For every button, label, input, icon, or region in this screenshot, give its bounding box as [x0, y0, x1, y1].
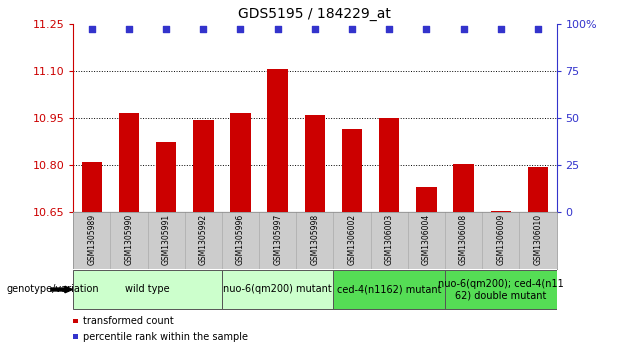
Text: GSM1305998: GSM1305998 [310, 214, 319, 265]
Point [347, 26, 357, 32]
Text: GSM1305996: GSM1305996 [236, 214, 245, 265]
FancyBboxPatch shape [333, 270, 445, 309]
Bar [119, 113, 139, 212]
Text: GSM1305997: GSM1305997 [273, 214, 282, 265]
Text: ced-4(n1162) mutant: ced-4(n1162) mutant [337, 285, 441, 294]
Text: GSM1306002: GSM1306002 [347, 214, 357, 265]
Title: GDS5195 / 184229_at: GDS5195 / 184229_at [238, 7, 391, 21]
Bar [81, 162, 102, 212]
Point [459, 26, 469, 32]
Text: genotype/variation: genotype/variation [6, 285, 99, 294]
FancyBboxPatch shape [445, 270, 556, 309]
Text: GSM1305991: GSM1305991 [162, 214, 170, 265]
Text: percentile rank within the sample: percentile rank within the sample [83, 331, 247, 342]
Text: GSM1306010: GSM1306010 [534, 214, 543, 265]
Point [198, 26, 209, 32]
Text: GSM1305989: GSM1305989 [87, 214, 96, 265]
Point [235, 26, 245, 32]
Point [533, 26, 543, 32]
Bar [230, 113, 251, 212]
Text: GSM1306004: GSM1306004 [422, 214, 431, 265]
Bar [490, 211, 511, 212]
Text: nuo-6(qm200); ced-4(n11
62) double mutant: nuo-6(qm200); ced-4(n11 62) double mutan… [438, 279, 563, 300]
Point [310, 26, 320, 32]
Bar [528, 167, 548, 212]
Text: GSM1306003: GSM1306003 [385, 214, 394, 265]
Bar [305, 115, 325, 212]
Point [421, 26, 431, 32]
Bar [453, 164, 474, 212]
Bar [379, 118, 399, 212]
FancyBboxPatch shape [73, 270, 222, 309]
Bar [267, 69, 288, 212]
Bar [193, 119, 214, 212]
Bar [342, 129, 363, 212]
Text: GSM1306009: GSM1306009 [496, 214, 505, 265]
Text: GSM1305990: GSM1305990 [125, 214, 134, 265]
Text: transformed count: transformed count [83, 316, 174, 326]
Point [161, 26, 171, 32]
Point [273, 26, 283, 32]
Text: GSM1305992: GSM1305992 [199, 214, 208, 265]
Text: nuo-6(qm200) mutant: nuo-6(qm200) mutant [223, 285, 332, 294]
Text: GSM1306008: GSM1306008 [459, 214, 468, 265]
FancyBboxPatch shape [222, 270, 333, 309]
Point [124, 26, 134, 32]
Point [495, 26, 506, 32]
Text: wild type: wild type [125, 285, 170, 294]
Bar [416, 187, 436, 212]
Bar [156, 142, 176, 212]
Point [86, 26, 97, 32]
Point [384, 26, 394, 32]
